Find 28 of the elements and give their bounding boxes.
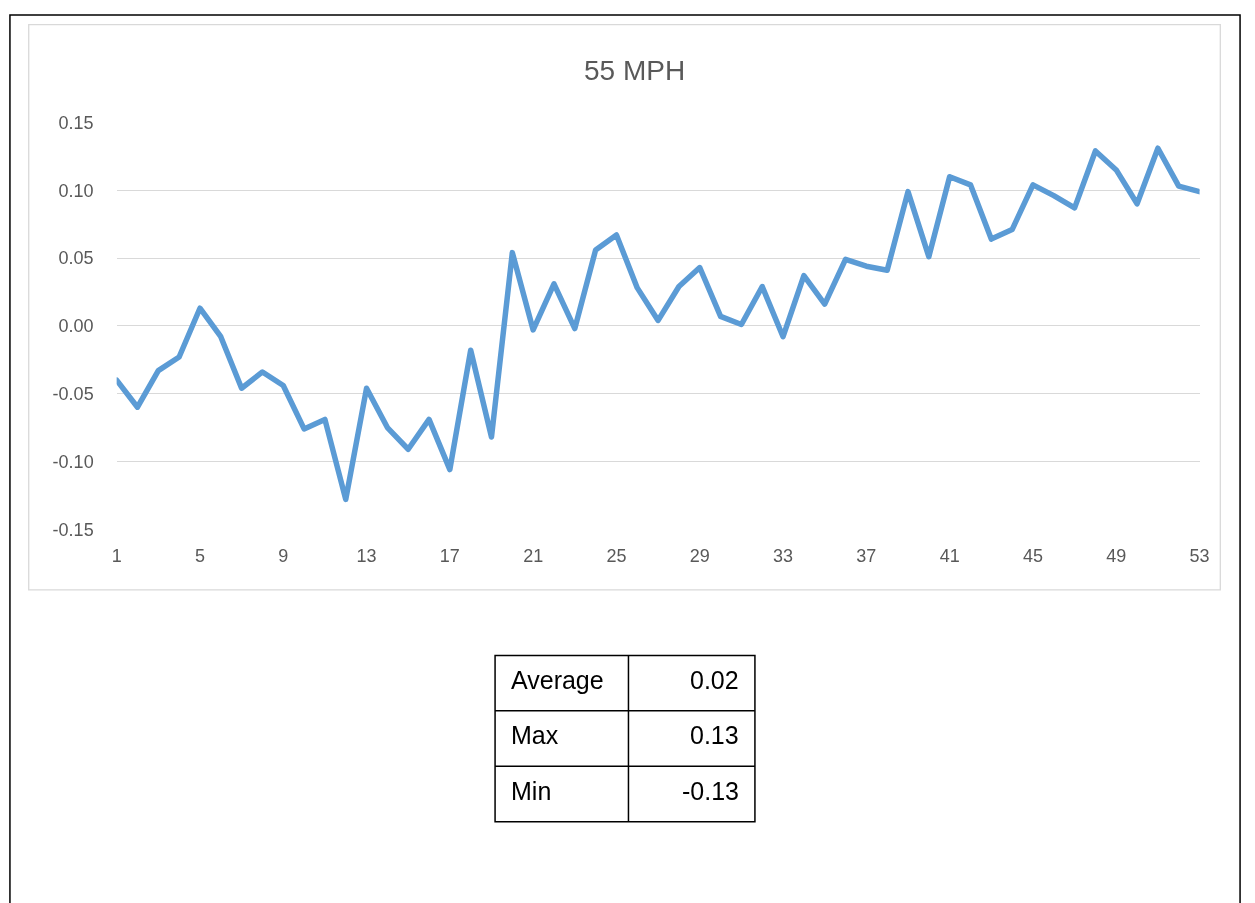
y-tick-label: 0.00 [58, 316, 94, 337]
category-label: Min [511, 777, 552, 805]
y-tick-label: 0.10 [58, 180, 94, 201]
chart-title: 55 MPH [584, 55, 686, 86]
y-tick-label: -0.10 [52, 451, 94, 472]
y-tick-label: -0.05 [52, 383, 94, 404]
x-tick-label: 29 [689, 546, 710, 567]
category-label: Max [511, 721, 559, 749]
x-tick-label: 41 [939, 546, 960, 567]
x-tick-label: 1 [111, 546, 122, 567]
y-tick-label: 0.05 [58, 248, 94, 269]
data-label: 0.02 [690, 666, 739, 694]
x-tick-label: 37 [856, 546, 877, 567]
category-label: Average [511, 666, 604, 694]
y-tick-label: 0.15 [58, 112, 94, 133]
data-label: 0.13 [690, 721, 739, 749]
x-tick-label: 45 [1022, 546, 1043, 567]
x-tick-label: 49 [1106, 546, 1127, 567]
x-tick-label: 5 [194, 546, 205, 567]
x-tick-label: 9 [278, 546, 289, 567]
x-tick-label: 21 [523, 546, 544, 567]
y-tick-label: -0.15 [52, 519, 94, 540]
data-label: -0.13 [682, 777, 739, 805]
x-tick-label: 33 [773, 546, 794, 567]
x-tick-label: 17 [439, 546, 460, 567]
x-tick-label: 53 [1189, 546, 1210, 567]
x-tick-label: 25 [606, 546, 627, 567]
x-tick-label: 13 [356, 546, 377, 567]
